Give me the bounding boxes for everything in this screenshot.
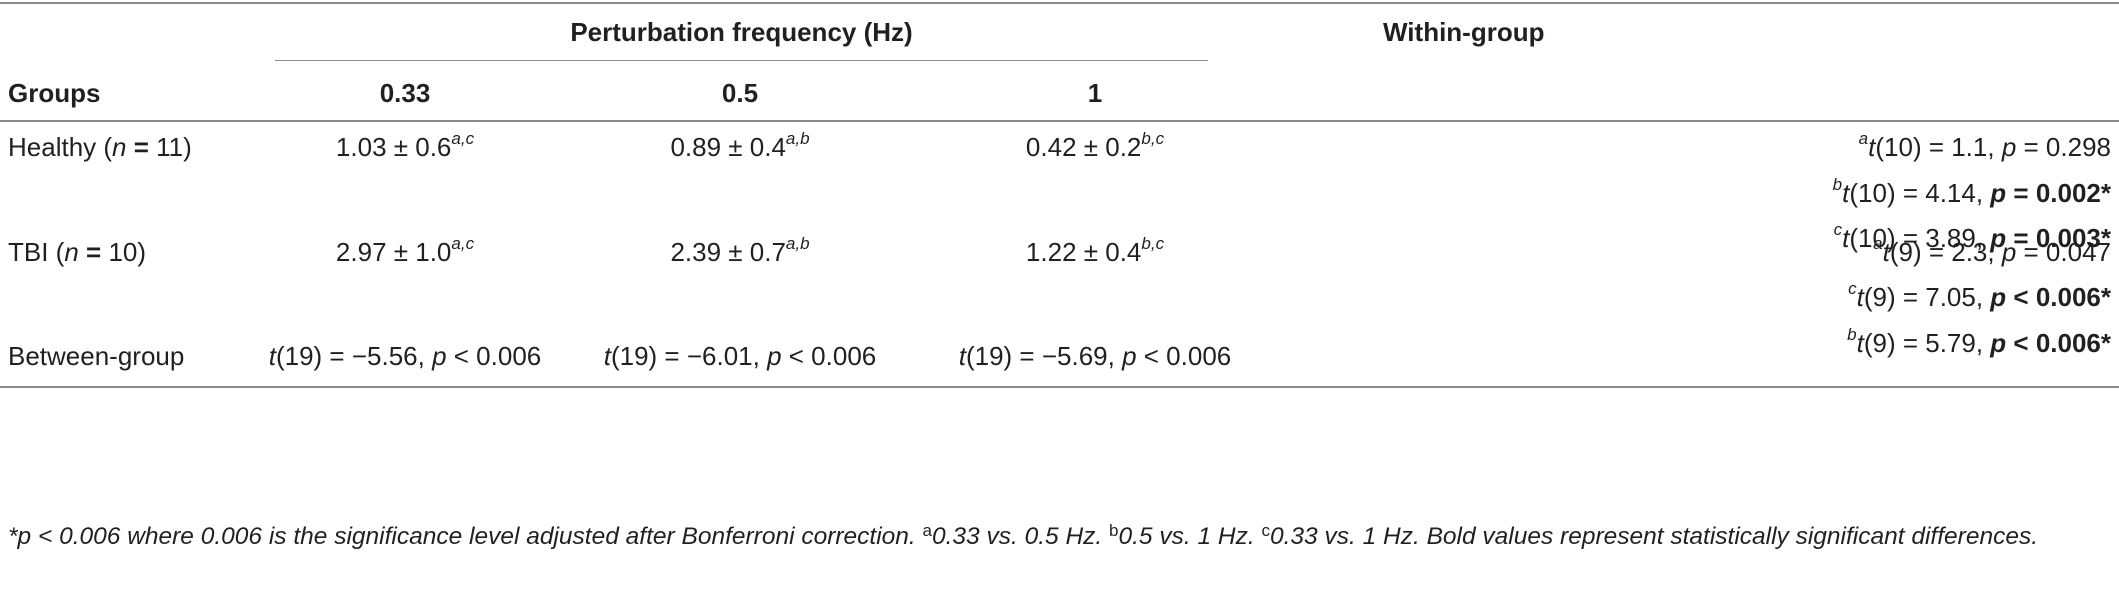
freq-header-2: 1: [1087, 78, 1103, 108]
row-label-healthy: Healthy (n = 11): [8, 132, 192, 162]
healthy-within-b: bt(10) = 4.14, p = 0.002*: [1832, 175, 2111, 208]
tbi-0.5: 2.39 ± 0.7a,b: [670, 234, 810, 267]
between-0.5: t(19) = −6.01, p < 0.006: [603, 341, 877, 371]
healthy-within-a: at(10) = 1.1, p = 0.298: [1858, 129, 2111, 162]
within-group-header: Within-group: [1383, 17, 1545, 47]
healthy-0.5: 0.89 ± 0.4a,b: [670, 129, 810, 162]
between-0.33: t(19) = −5.56, p < 0.006: [268, 341, 542, 371]
healthy-1: 0.42 ± 0.2b,c: [1025, 129, 1165, 162]
healthy-within-c: ct(10) = 3.89, p = 0.003*: [1833, 220, 2111, 253]
freq-header-1: 0.5: [721, 78, 759, 108]
tbi-1: 1.22 ± 0.4b,c: [1025, 234, 1165, 267]
table-footnote: *p < 0.006 where 0.006 is the significan…: [8, 521, 2039, 550]
table-top-rule: [0, 2, 2119, 4]
spanning-header: Perturbation frequency (Hz): [570, 17, 913, 47]
spanning-header-rule: [275, 60, 1208, 61]
row-label-between: Between-group: [8, 341, 185, 371]
table-bottom-rule: [0, 386, 2119, 388]
header-bottom-rule: [0, 120, 2119, 122]
freq-header-0: 0.33: [379, 78, 431, 108]
row-label-tbi: TBI (n = 10): [8, 237, 147, 267]
tbi-within-b: bt(9) = 5.79, p < 0.006*: [1847, 325, 2111, 358]
tbi-within-a: at(9) = 2.3, p = 0.047: [1873, 234, 2111, 267]
between-1: t(19) = −5.69, p < 0.006: [958, 341, 1232, 371]
tbi-within-c: ct(9) = 7.05, p < 0.006*: [1848, 279, 2111, 312]
healthy-0.33: 1.03 ± 0.6a,c: [335, 129, 475, 162]
tbi-0.33: 2.97 ± 1.0a,c: [335, 234, 475, 267]
groups-header: Groups: [8, 78, 101, 108]
